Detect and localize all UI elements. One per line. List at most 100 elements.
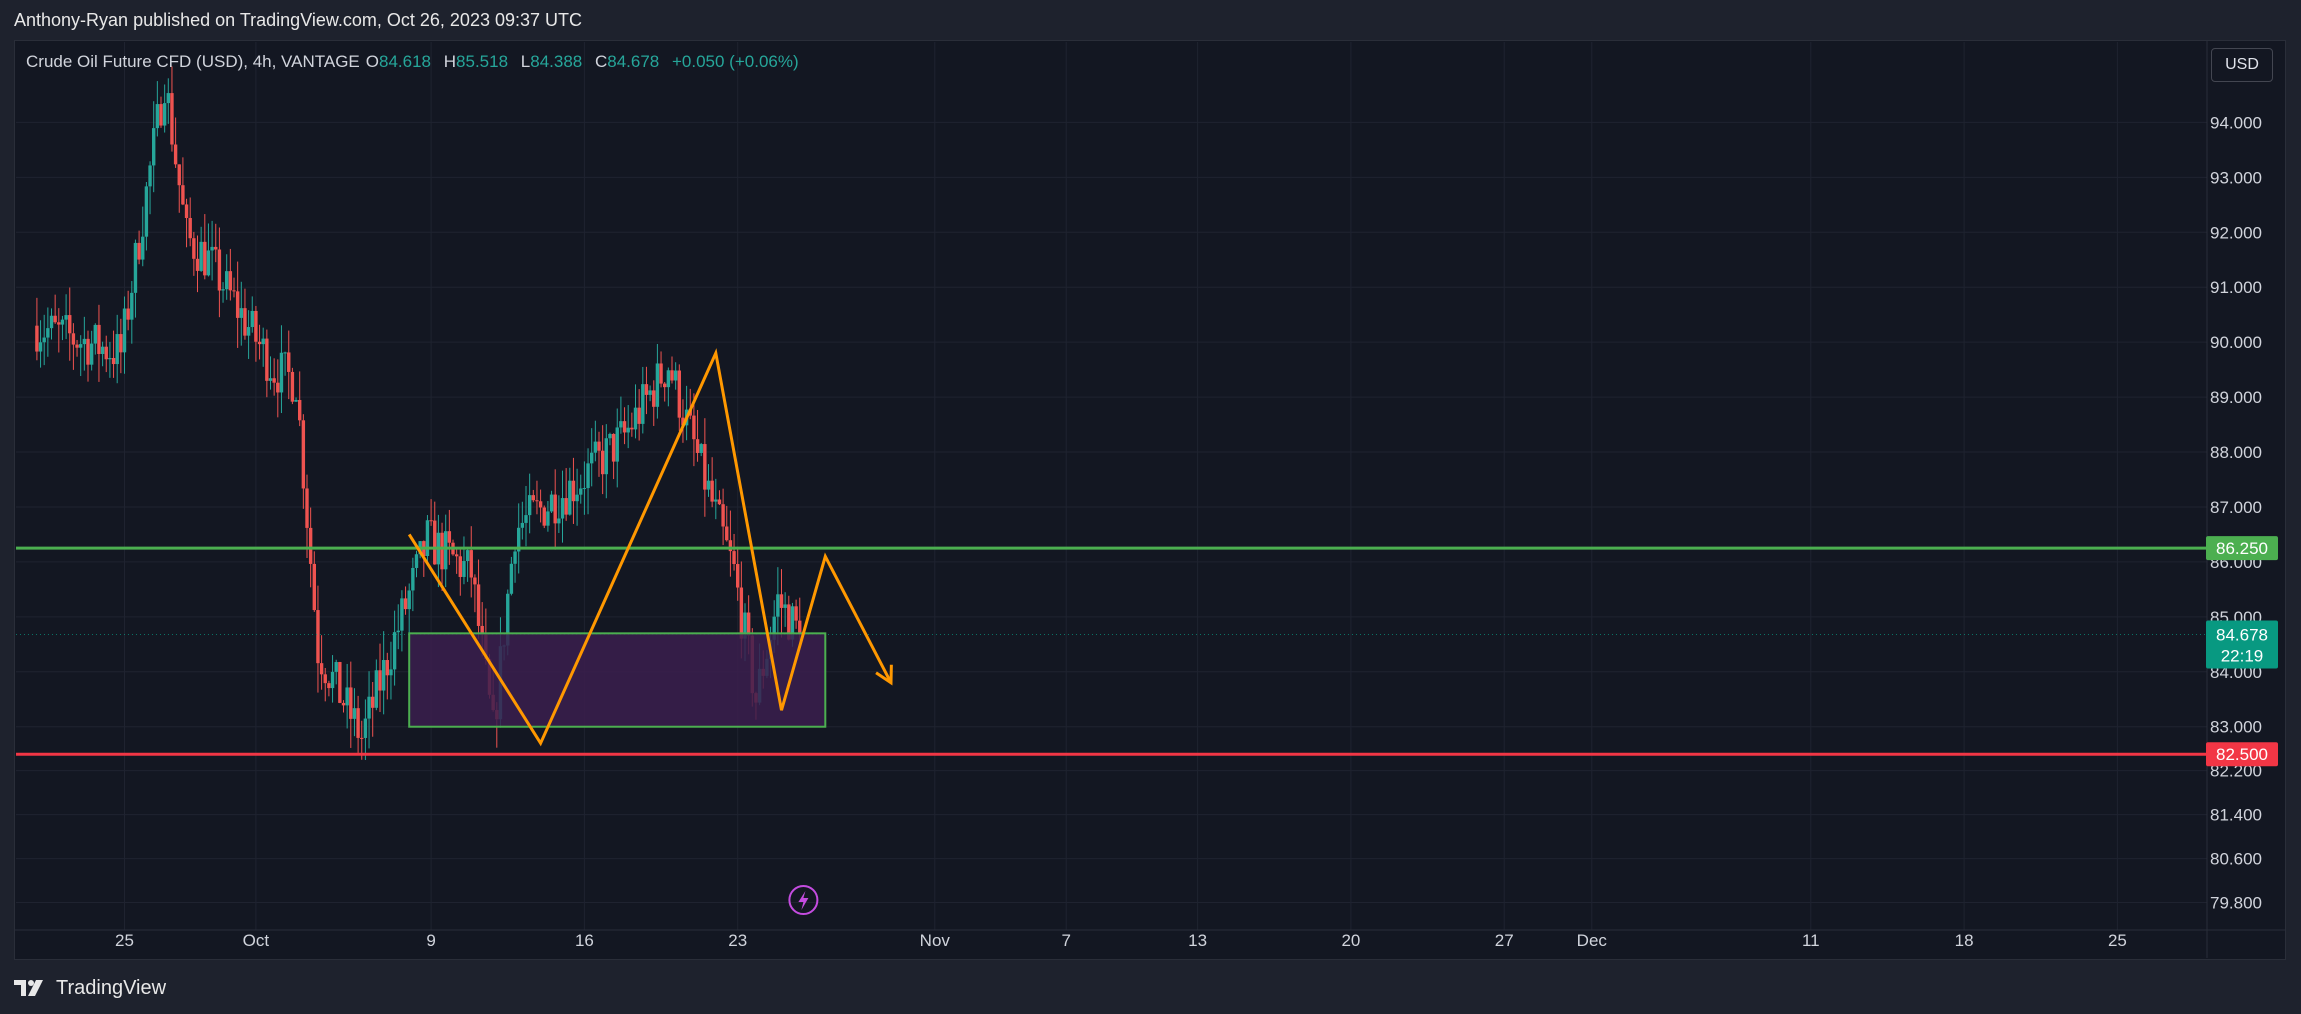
x-tick-label: 11 (1802, 931, 1820, 950)
candle-body (542, 507, 546, 526)
candle-body (64, 315, 68, 320)
candle-body (553, 494, 557, 524)
y-tick-label: 90.000 (2210, 333, 2262, 352)
candle-body (86, 338, 90, 365)
candle-body (506, 593, 510, 646)
candle-body (593, 441, 598, 453)
candle-body (659, 363, 663, 384)
candle-body (557, 518, 561, 524)
candle-body (590, 452, 594, 464)
candle-body (298, 399, 302, 421)
candle-body (520, 522, 525, 528)
candle-body (469, 550, 473, 578)
candle-body (279, 352, 284, 393)
candle-body (714, 499, 718, 502)
x-tick-label: 18 (1955, 931, 1974, 950)
candle-body (787, 604, 791, 640)
candle-body (371, 696, 375, 708)
x-tick-label: 25 (2108, 931, 2127, 950)
candle-body (633, 407, 638, 430)
open-value: 84.618 (379, 52, 432, 71)
candle-body (155, 104, 160, 129)
candle-body (272, 378, 276, 383)
candle-body (527, 495, 532, 516)
lightning-event-icon (788, 885, 819, 915)
candle-body (323, 674, 327, 684)
x-tick-label: 16 (575, 931, 594, 950)
candle-body (276, 382, 280, 393)
change-value: +0.050 (+0.06%) (671, 52, 799, 71)
candle-body (312, 563, 316, 611)
last-price-text: 84.678 (2216, 626, 2268, 645)
candle-body (42, 337, 46, 343)
symbol-legend[interactable]: Crude Oil Future CFD (USD), 4h, VANTAGE … (26, 52, 799, 72)
candle-body (162, 103, 167, 126)
chart-pane[interactable] (14, 40, 2286, 960)
pattern-arrowhead (875, 664, 893, 686)
x-tick-label: 13 (1188, 931, 1207, 950)
candle-body (396, 630, 400, 633)
candle-body (79, 344, 83, 348)
candle-body (444, 531, 448, 570)
consolidation-zone (408, 632, 827, 728)
candle-body (268, 378, 273, 381)
candle-body (287, 352, 291, 372)
candle-body (221, 289, 225, 291)
candle-body (177, 164, 181, 186)
level-badge-text: 82.500 (2216, 745, 2268, 764)
candle-body (710, 480, 714, 502)
zone-layer[interactable] (408, 632, 827, 728)
candle-body (173, 144, 178, 165)
x-tick-label: 23 (728, 931, 747, 950)
candle-body (721, 504, 725, 527)
candle-body (115, 334, 119, 365)
candle-body (316, 610, 320, 664)
candle-body (228, 271, 233, 291)
candle-body (732, 551, 736, 565)
candle-body (71, 333, 76, 345)
last-price-badge (2206, 620, 2278, 669)
candle-body (334, 662, 338, 672)
candle-body (538, 501, 543, 508)
candle-body (38, 342, 43, 352)
candle-body (360, 737, 364, 739)
candle-body (345, 687, 349, 706)
candle-body (571, 480, 576, 502)
candle-body (392, 632, 397, 670)
high-value: 85.518 (456, 52, 509, 71)
candle-body (104, 346, 108, 360)
candle-body (250, 310, 254, 328)
candle-body (673, 370, 678, 381)
candle-body (166, 93, 170, 104)
candle-body (648, 390, 652, 395)
candle-body (210, 246, 214, 251)
candle-body (152, 128, 156, 166)
candle-body (626, 427, 630, 433)
candle-body (663, 383, 667, 388)
candle-body (586, 463, 590, 489)
candle-body (608, 433, 612, 439)
candle-body (232, 290, 236, 292)
currency-button[interactable]: USD (2211, 48, 2273, 82)
candle-body (363, 718, 368, 738)
candle-body (188, 217, 192, 239)
y-tick-label: 82.200 (2210, 762, 2262, 781)
close-value: 84.678 (607, 52, 660, 71)
pattern-drawing[interactable] (407, 348, 893, 747)
lightning-event-ring (788, 885, 819, 915)
candle-body (192, 238, 196, 259)
publish-header: Anthony-Ryan published on TradingView.co… (0, 0, 2301, 40)
candle-body (666, 370, 671, 388)
candle-body (349, 687, 353, 719)
y-tick-label: 81.400 (2210, 806, 2262, 825)
candle-body (798, 620, 802, 635)
candle-body (199, 241, 203, 271)
candle-body (82, 338, 87, 345)
open-label: O (365, 52, 380, 71)
candle-body (513, 551, 517, 564)
horizontal-levels[interactable] (16, 546, 2207, 756)
x-tick-label: 9 (426, 931, 435, 950)
candle-body (119, 334, 123, 353)
candle-body (60, 319, 65, 325)
